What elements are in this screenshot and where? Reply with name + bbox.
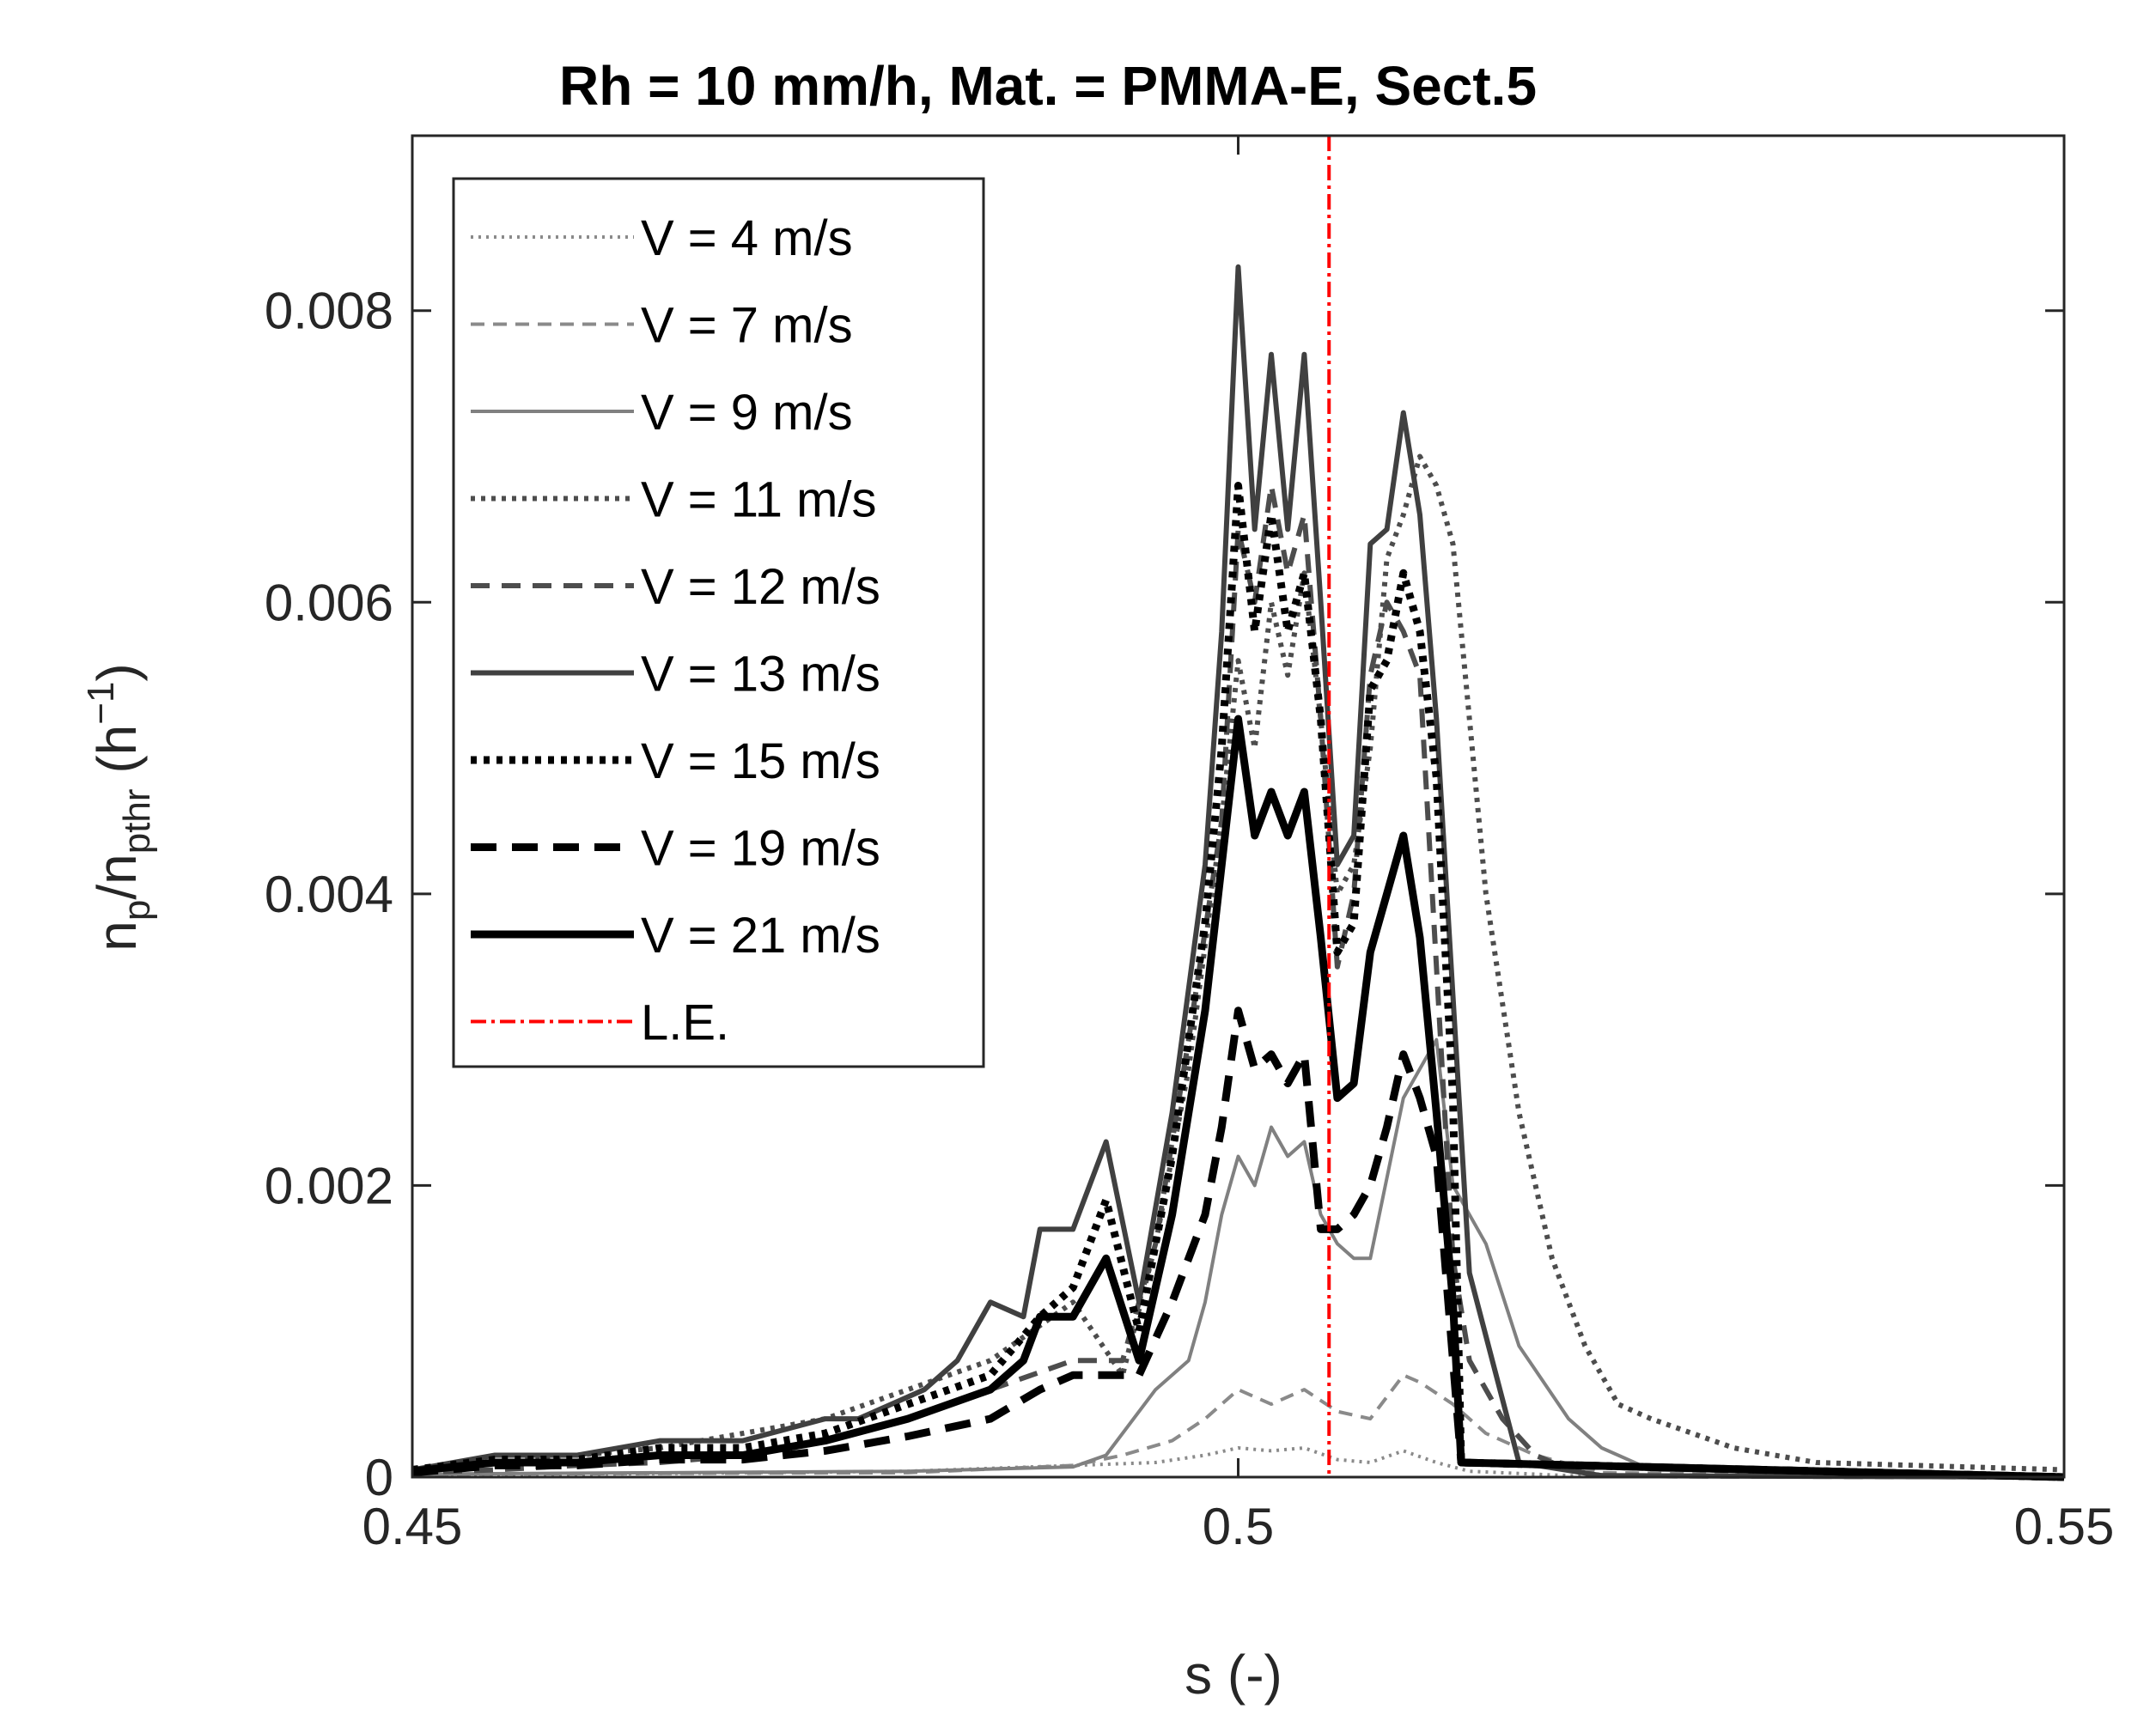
x-tick-label: 0.5 [1203,1498,1274,1555]
y-label-sub2: pthr [116,788,158,854]
y-label-sup: −1 [80,682,122,725]
y-tick-label: 0.004 [265,866,393,923]
y-tick-label: 0.008 [265,283,393,340]
series-line-7 [411,482,2065,1481]
y-label-unit-close: ) [86,663,148,681]
x-tick-label: 0.55 [2014,1498,2115,1555]
y-label-unit-open: (h [86,725,148,789]
y-label-base: n [86,921,148,952]
legend-box [452,177,985,1068]
y-label-slash: /n [86,854,148,899]
series-line-3 [411,1037,2065,1479]
legend-label-1: V = 4 m/s [641,210,853,266]
legend-label-8: V = 19 m/s [641,821,880,877]
tick-layer: 0.45 0.5 0.55 0 0.002 0.004 0.006 0.008 [265,136,2115,1555]
x-tick-label: 0.45 [362,1498,463,1555]
y-tick-label: 0.006 [265,574,393,631]
legend-label-6: V = 13 m/s [641,647,880,702]
x-axis-label: s (-) [1185,1644,1282,1706]
y-tick-label: 0 [365,1449,393,1506]
legend-label-10: L.E. [641,995,729,1051]
series-line-2 [411,1373,2065,1479]
legend-label-4: V = 11 m/s [641,472,877,528]
legend-label-3: V = 9 m/s [641,385,853,441]
y-tick-label: 0.002 [265,1157,393,1214]
legend: V = 4 m/s V = 7 m/s V = 9 m/s V = 11 m/s V =… [452,177,985,1068]
series-line-8 [411,1006,2065,1481]
y-label-sub1: p [116,900,158,921]
series-line-4 [411,453,2065,1473]
chart-title: Rh = 10 mm/h, Mat. = PMMA-E, Sect.5 [559,55,1537,117]
series-line-9 [411,715,2065,1481]
y-axis-label: np/npthr (h−1) [80,663,158,951]
legend-label-9: V = 21 m/s [641,908,880,964]
legend-label-2: V = 7 m/s [641,298,853,354]
legend-label-5: V = 12 m/s [641,559,880,615]
legend-label-7: V = 15 m/s [641,733,880,789]
series-layer [411,264,2065,1481]
